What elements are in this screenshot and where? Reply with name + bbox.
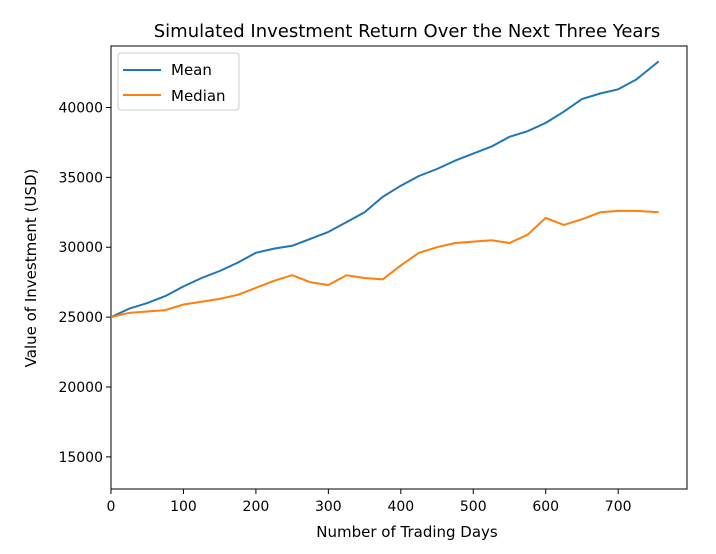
legend-label-median: Median <box>171 87 226 105</box>
x-axis: 0 100 200 300 400 500 600 700 <box>107 489 632 515</box>
series-line-mean <box>110 60 660 319</box>
chart-title: Simulated Investment Return Over the Nex… <box>154 21 661 42</box>
legend: Mean Median <box>117 52 240 111</box>
x-tick-label: 500 <box>460 499 487 515</box>
x-tick-label: 100 <box>170 499 197 515</box>
y-axis-label: Value of Investment (USD) <box>22 169 40 368</box>
series-lines <box>110 60 660 319</box>
plot-area <box>110 45 688 490</box>
x-axis-label: Number of Trading Days <box>316 523 498 541</box>
y-tick-label: 15000 <box>58 450 103 466</box>
y-tick-label: 35000 <box>58 170 103 186</box>
x-tick-label: 300 <box>315 499 342 515</box>
x-tick-label: 700 <box>605 499 632 515</box>
x-tick-label: 400 <box>387 499 414 515</box>
y-tick-label: 40000 <box>58 100 103 116</box>
series-line-median <box>110 209 659 319</box>
y-tick-label: 20000 <box>58 380 103 396</box>
x-tick-label: 0 <box>107 499 116 515</box>
x-tick-label: 600 <box>532 499 559 515</box>
y-tick-label: 30000 <box>58 240 103 256</box>
x-tick-label: 200 <box>243 499 270 515</box>
y-tick-label: 25000 <box>58 310 103 326</box>
legend-label-mean: Mean <box>171 61 212 79</box>
y-axis: 15000 20000 25000 30000 35000 40000 <box>58 100 111 466</box>
